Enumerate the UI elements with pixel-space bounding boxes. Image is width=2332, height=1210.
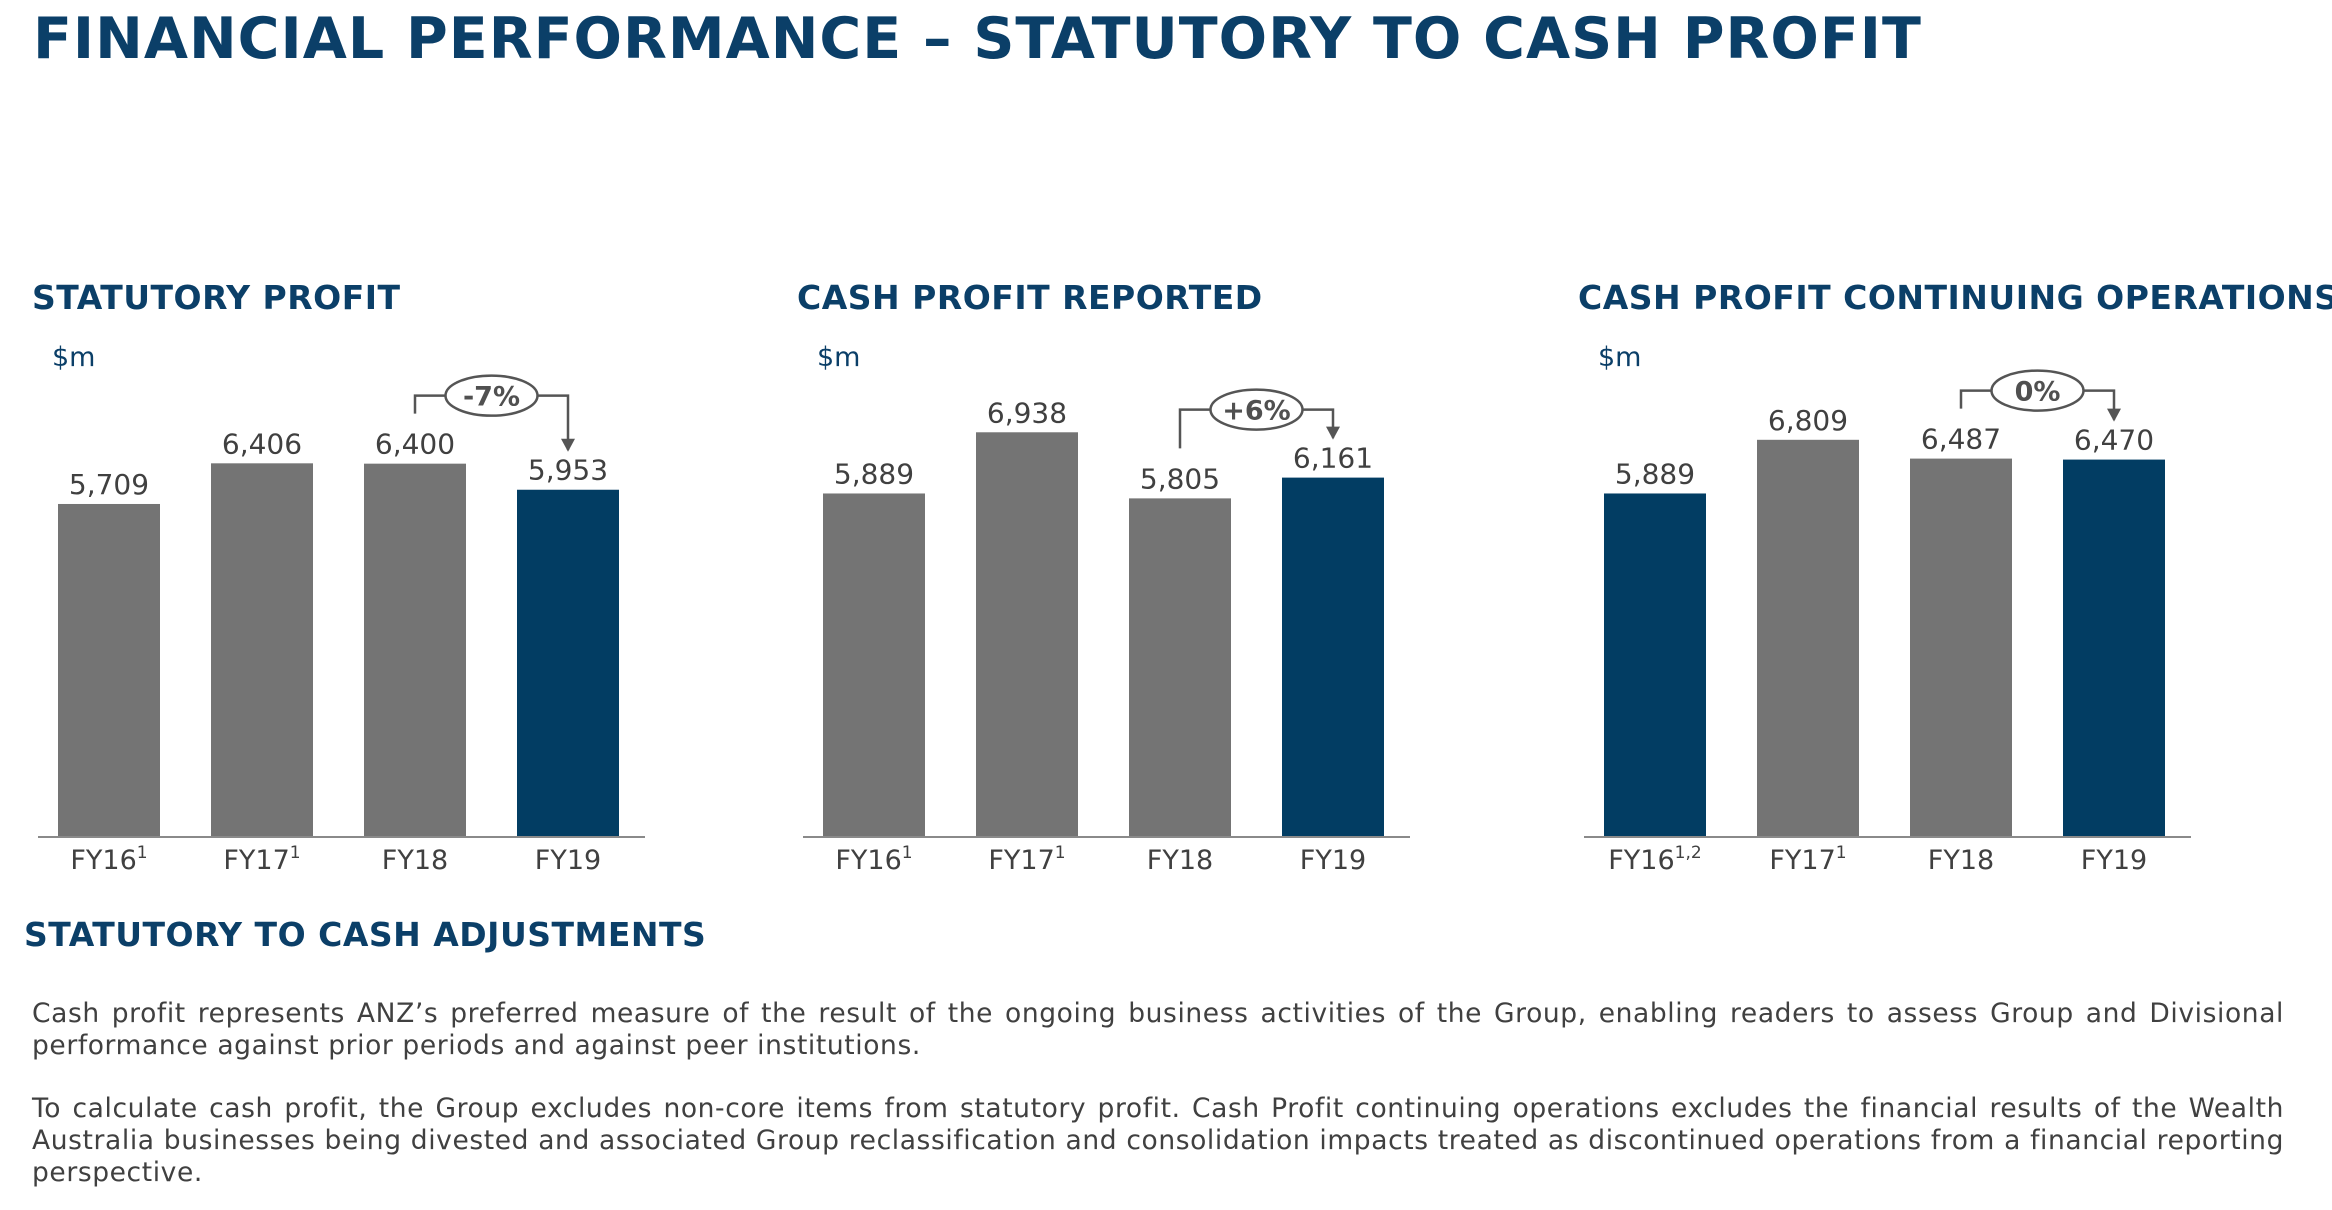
category-label: FY19 [1300, 845, 1366, 876]
category-label: FY18 [382, 845, 448, 876]
value-label: 6,487 [1921, 423, 2001, 456]
chart-cash-profit-continuing-operations: CASH PROFIT CONTINUING OPERATIONS $m 5,8… [1578, 270, 2332, 890]
bar-fy16 [58, 503, 160, 837]
chart-plot: 5,889 FY161 6,938 FY171 5,805 FY18 6,161 FY19 +6… [803, 388, 1410, 876]
adjustments-paragraph: Cash profit represents ANZ’s preferred m… [32, 998, 2284, 1061]
chart-cash-profit-reported: CASH PROFIT REPORTED $m 5,889 FY161 6,938 F… [797, 270, 1437, 890]
category-label: FY171 [1769, 843, 1846, 876]
bar-fy18 [1129, 498, 1231, 837]
value-label: 6,470 [2074, 424, 2154, 457]
change-badge [1990, 369, 2085, 412]
category-label: FY171 [223, 843, 300, 876]
change-arrow-icon [2107, 408, 2121, 422]
change-badge [1209, 388, 1304, 431]
bar-fy16 [823, 493, 925, 837]
category-label: FY161,2 [1608, 843, 1701, 876]
value-label: 5,953 [528, 454, 608, 487]
bar-fy16 [1604, 493, 1706, 837]
category-label: FY19 [535, 845, 601, 876]
value-label: 5,709 [69, 468, 149, 501]
unit-label: $m [52, 342, 96, 373]
chart-title: STATUTORY PROFIT [32, 278, 401, 317]
adjustments-title: STATUTORY TO CASH ADJUSTMENTS [24, 915, 707, 954]
category-label: FY18 [1147, 845, 1213, 876]
bar-fy19 [1282, 477, 1384, 837]
bar-fy18 [364, 463, 466, 837]
value-label: 6,938 [987, 396, 1067, 429]
bar-fy17 [1757, 439, 1859, 837]
category-label: FY18 [1928, 845, 1994, 876]
value-label: 6,406 [222, 427, 302, 460]
value-label: 6,400 [375, 428, 455, 461]
value-label: 5,805 [1140, 462, 1220, 495]
chart-plot: 5,709 FY161 6,406 FY171 6,400 FY18 5,953 FY19 -7… [38, 374, 645, 876]
change-label: 0% [2015, 377, 2061, 408]
bar-fy17 [211, 463, 313, 837]
chart-title: CASH PROFIT CONTINUING OPERATIONS [1578, 278, 2332, 317]
value-label: 6,161 [1293, 442, 1373, 475]
unit-label: $m [817, 342, 861, 373]
change-label: +6% [1222, 396, 1290, 427]
chart-statutory-profit: STATUTORY PROFIT $m 5,709 FY161 6,406 FY171… [32, 270, 672, 890]
bar-fy17 [976, 432, 1078, 837]
category-label: FY19 [2081, 845, 2147, 876]
category-label: FY161 [70, 843, 147, 876]
change-label: -7% [463, 382, 520, 413]
page-title: FINANCIAL PERFORMANCE – STATUTORY TO CAS… [33, 6, 1922, 72]
chart-title: CASH PROFIT REPORTED [797, 278, 1263, 317]
change-arrow-icon [1326, 426, 1340, 440]
bar-fy18 [1910, 458, 2012, 837]
value-label: 6,809 [1768, 404, 1848, 437]
bar-fy19 [2063, 459, 2165, 837]
unit-label: $m [1598, 342, 1642, 373]
category-label: FY171 [988, 843, 1065, 876]
category-label: FY161 [835, 843, 912, 876]
value-label: 5,889 [834, 457, 914, 490]
bar-fy19 [517, 489, 619, 837]
value-label: 5,889 [1615, 457, 1695, 490]
chart-plot: 5,889 FY161,2 6,809 FY171 6,487 FY18 6,470 FY19… [1584, 369, 2191, 876]
change-arrow-icon [561, 438, 575, 452]
change-badge [444, 374, 539, 417]
adjustments-paragraph: To calculate cash profit, the Group excl… [32, 1093, 2284, 1188]
